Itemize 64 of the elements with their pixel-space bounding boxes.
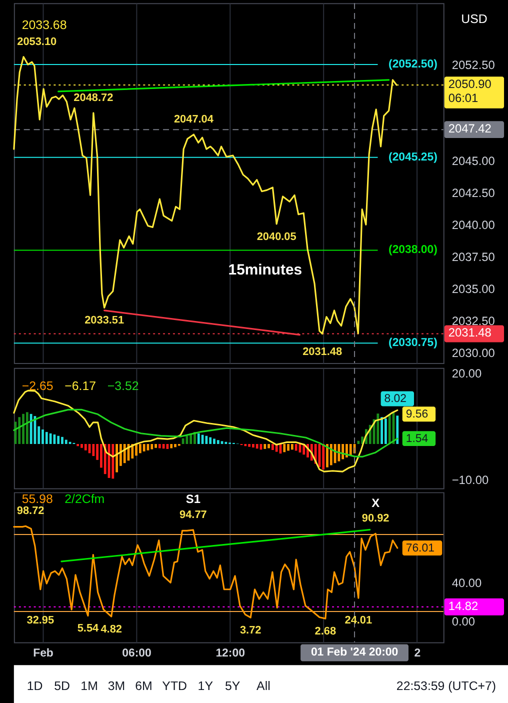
data-label: 32.95 [26,614,54,626]
annotation: 2033.68 [22,18,67,32]
data-label: 76.01 [406,542,434,554]
data-label: 9.56 [406,408,428,421]
y-tick-label: 2030.00 [452,346,496,360]
text: 5D [54,679,70,694]
text: 5Y [225,679,240,694]
text: YTD [162,679,188,694]
y-tick-label: −10.00 [452,472,489,487]
text: 3M [108,679,126,694]
annotation: 55.98 [22,492,54,506]
data-label: 94.77 [180,509,207,522]
y-tick-label: 2052.50 [452,58,496,72]
text: 6M [135,679,152,694]
text: 1Y [198,679,213,694]
x-tick-label: Feb [33,648,54,660]
y-tick-label: 2045.00 [452,154,496,168]
data-label: 4.82 [100,623,122,636]
data-label: 2031.48 [302,346,342,358]
data-label: 8.02 [384,393,407,406]
ref-line-label: 14.82 [448,598,479,613]
text: 1M [80,679,98,694]
data-label: 2033.51 [84,314,124,327]
data-label: 5.54 [77,622,100,635]
ref-line-label: (2030.75) [388,337,438,350]
data-label: 1.54 [406,433,429,446]
annotation: 2/2Cfm [64,492,105,506]
text: 22:53:59 (UTC+7) [396,679,496,694]
x-tick-label: 2 [414,648,421,660]
ref-line-label: 01 Feb '24 20:00 [310,646,398,659]
ref-line-label: (2052.50) [388,58,438,71]
text: 1D [26,679,43,694]
annotation: −3.52 [107,378,139,393]
x-tick-label: 12:00 [216,648,245,660]
ref-line-label: 2047.42 [448,122,492,136]
text: USD [461,12,488,26]
data-label: 98.72 [16,505,44,518]
annotation: −2.65 [22,378,54,393]
y-tick-label: 20.00 [452,366,482,381]
y-tick-label: 0.00 [452,614,476,629]
x-tick-label: 06:00 [122,648,152,660]
ref-line-label: 2031.48 [448,326,492,340]
data-label: 90.92 [362,512,390,525]
data-label: 24.01 [344,614,372,626]
data-label: 2047.04 [174,114,214,126]
annotation: S1 [186,492,201,506]
text: All [256,679,270,694]
ref-line-label: (2038.00) [388,244,438,256]
data-label: 2053.10 [17,36,57,48]
annotation: −6.17 [64,378,96,393]
y-tick-label: 2040.00 [452,218,496,232]
ref-line-label: 2050.90 06:01 [448,77,492,105]
data-label: 2.68 [314,625,336,638]
data-label: 3.72 [240,624,262,636]
y-tick-label: 2042.50 [452,186,496,200]
ref-line-label: (2045.25) [388,151,438,164]
y-tick-label: 2037.50 [452,250,496,264]
data-label: 2040.05 [256,230,296,243]
y-tick-label: 2032.50 [452,314,496,328]
annotation: 15minutes [228,262,302,278]
data-label: 2048.72 [74,92,114,104]
annotation: X [372,496,380,510]
y-tick-label: 40.00 [452,576,482,590]
y-tick-label: 2035.00 [452,282,496,296]
